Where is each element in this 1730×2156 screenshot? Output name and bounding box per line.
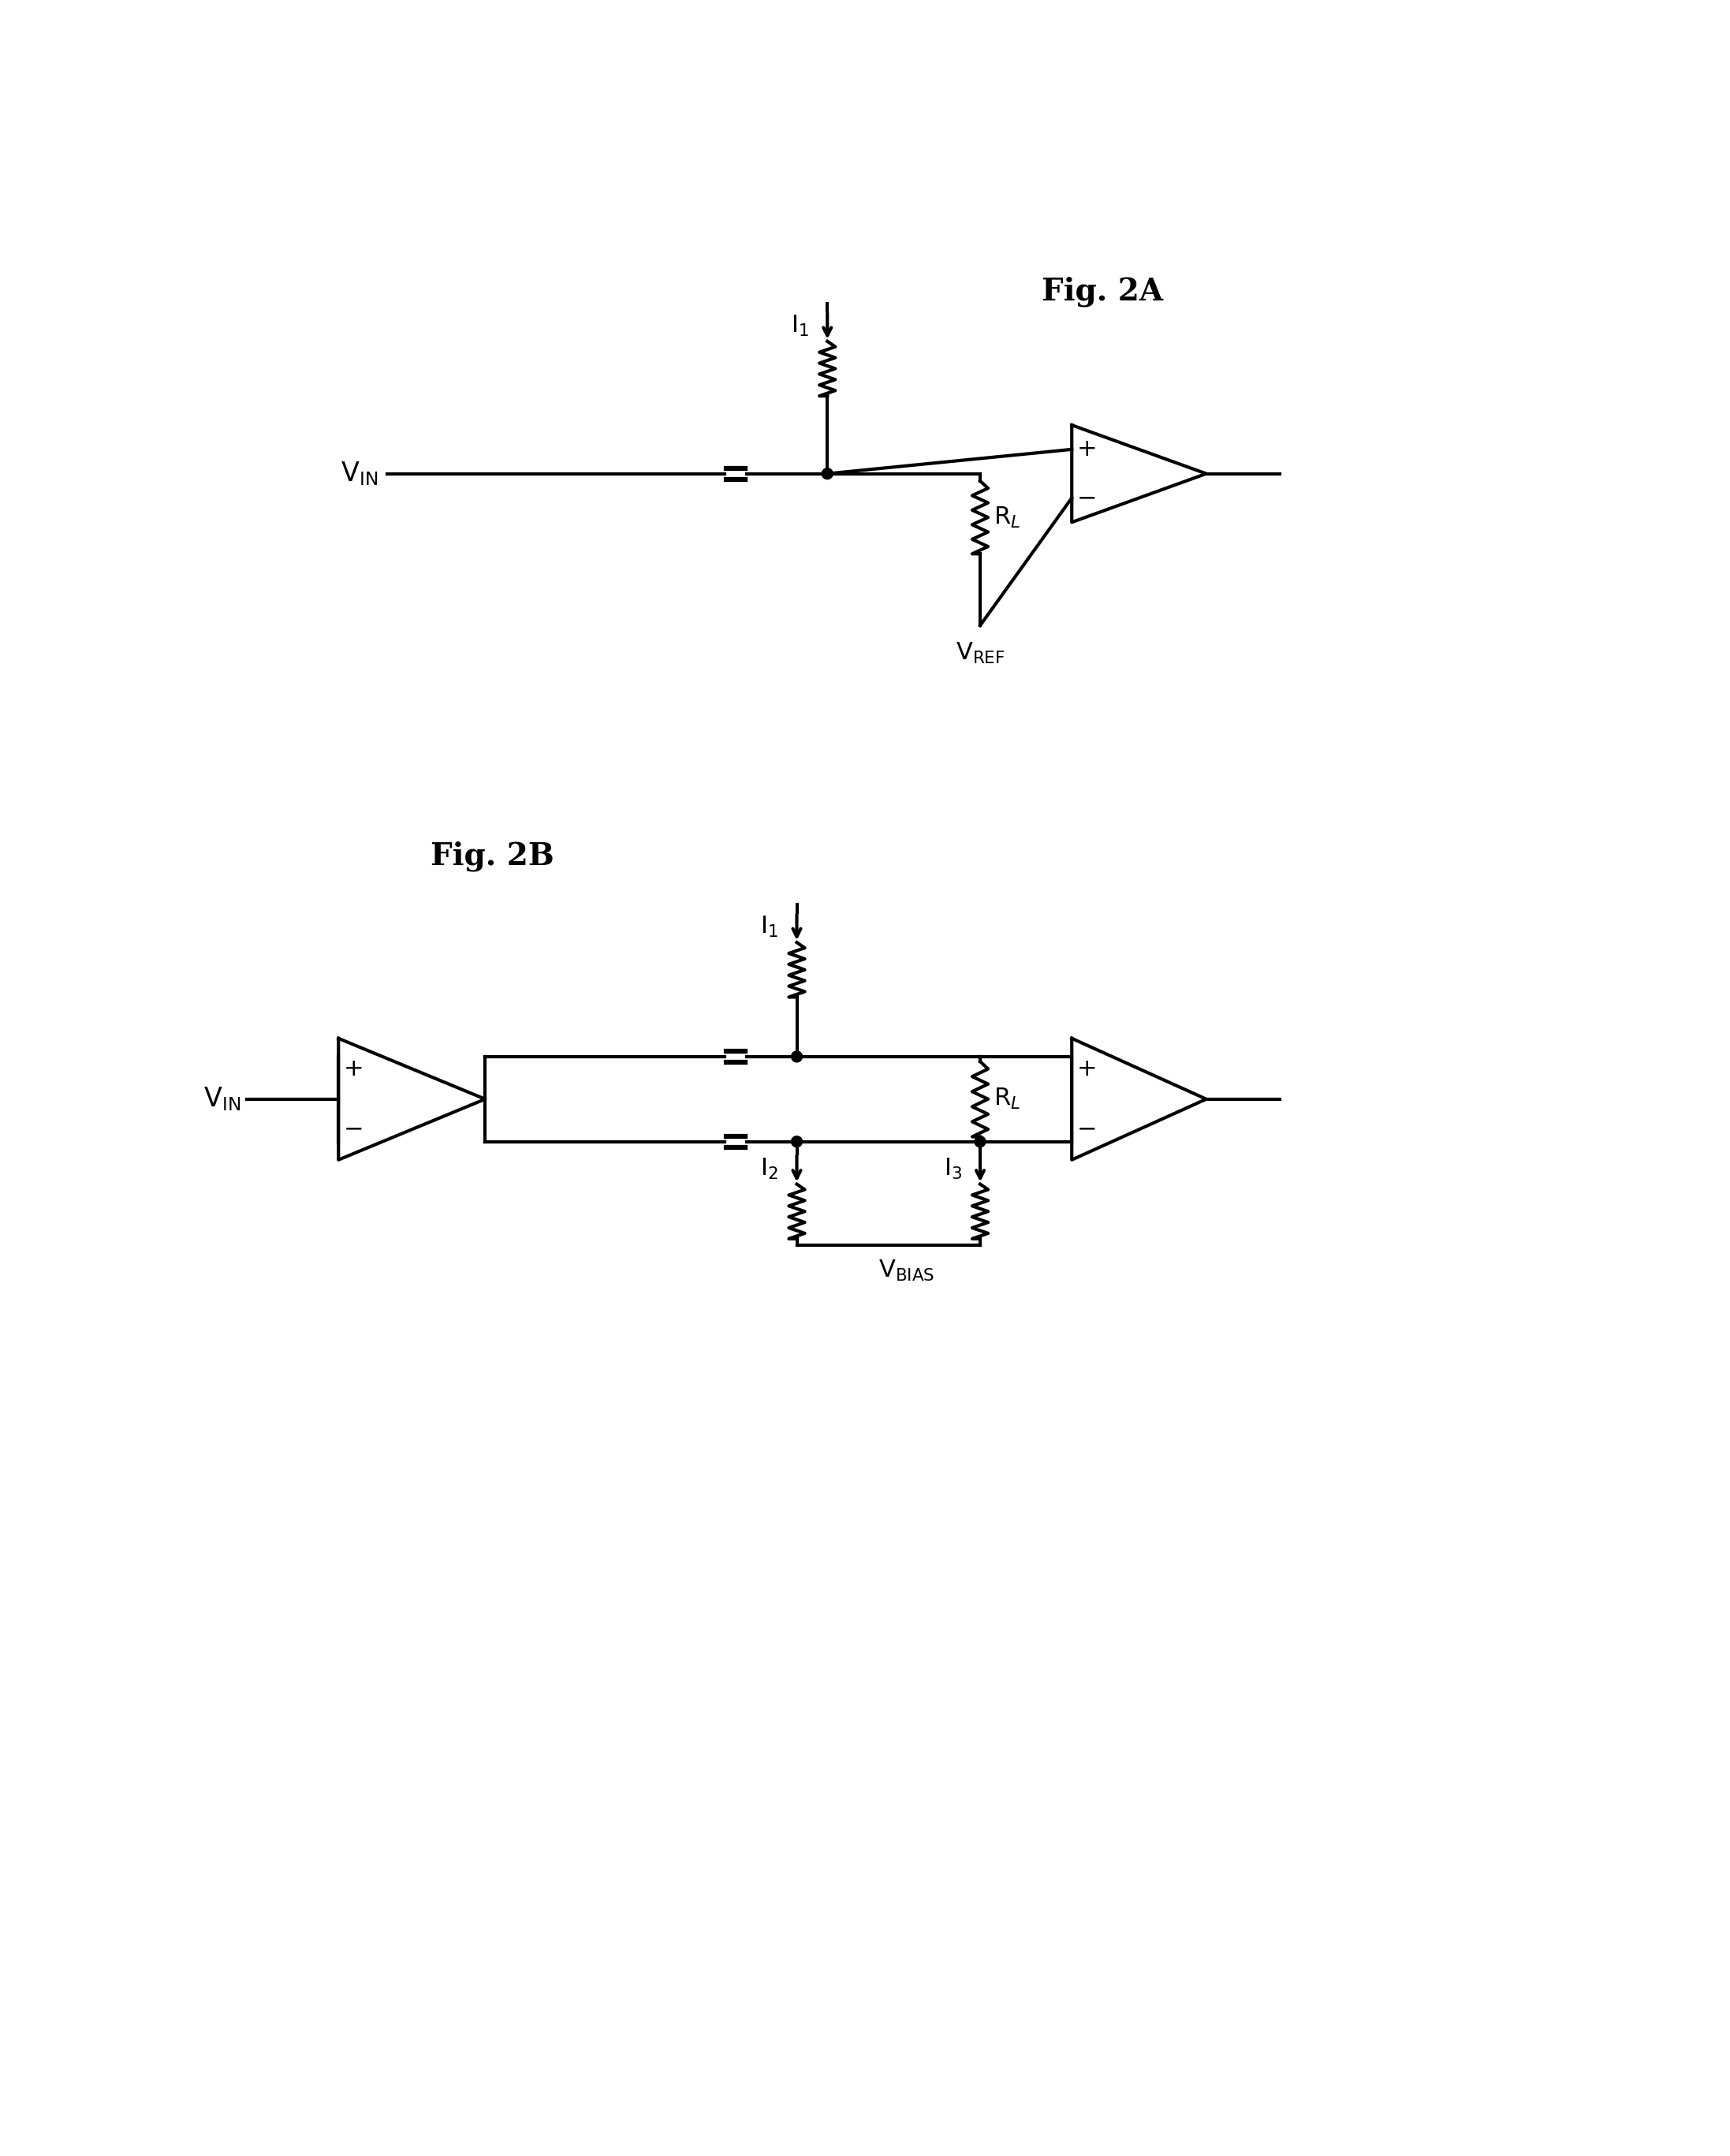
Text: I$_3$: I$_3$ [943, 1156, 962, 1181]
Circle shape [822, 468, 832, 479]
Text: V$_{\mathrm{BIAS}}$: V$_{\mathrm{BIAS}}$ [879, 1259, 934, 1283]
Text: I$_2$: I$_2$ [761, 1156, 779, 1181]
Text: Fig. 2A: Fig. 2A [1041, 276, 1163, 306]
Circle shape [791, 1052, 803, 1063]
Text: +: + [1078, 438, 1097, 461]
Text: Fig. 2B: Fig. 2B [431, 841, 554, 871]
Text: −: − [1078, 487, 1097, 509]
Text: V$_{\mathrm{IN}}$: V$_{\mathrm{IN}}$ [341, 459, 379, 487]
Text: R$_L$: R$_L$ [993, 1087, 1021, 1110]
Text: I$_1$: I$_1$ [761, 914, 779, 940]
Text: V$_{\mathrm{IN}}$: V$_{\mathrm{IN}}$ [204, 1084, 240, 1112]
Text: +: + [1078, 1056, 1097, 1080]
Text: −: − [1078, 1119, 1097, 1141]
Text: −: − [344, 1119, 363, 1141]
Text: +: + [344, 1056, 363, 1080]
Circle shape [791, 1136, 803, 1147]
Text: V$_{\mathrm{REF}}$: V$_{\mathrm{REF}}$ [955, 640, 1005, 666]
Circle shape [974, 1136, 986, 1147]
Text: R$_L$: R$_L$ [993, 505, 1021, 530]
Text: I$_1$: I$_1$ [791, 315, 810, 338]
